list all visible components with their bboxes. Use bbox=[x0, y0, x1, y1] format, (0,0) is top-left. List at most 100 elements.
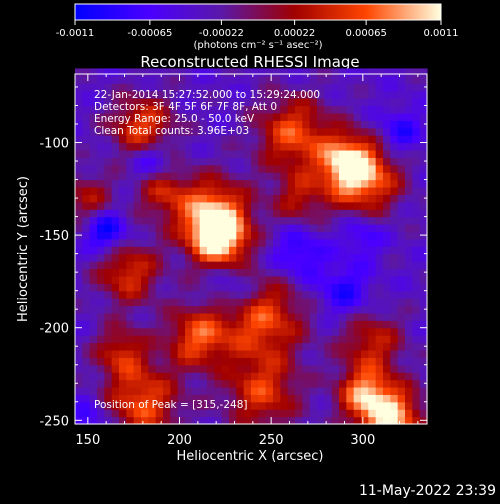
heatmap-cell bbox=[199, 305, 208, 314]
heatmap-cell bbox=[192, 401, 201, 410]
heatmap-cell bbox=[155, 216, 164, 225]
heatmap-cell bbox=[170, 409, 179, 418]
heatmap-cell bbox=[75, 253, 83, 262]
heatmap-cell bbox=[258, 327, 267, 336]
heatmap-cell bbox=[331, 120, 340, 129]
heatmap-cell bbox=[317, 120, 325, 129]
heatmap-cell bbox=[317, 379, 325, 388]
heatmap-cell bbox=[412, 253, 421, 262]
heatmap-cell bbox=[265, 209, 274, 218]
heatmap-cell bbox=[287, 268, 296, 277]
heatmap-cell bbox=[236, 231, 245, 240]
heatmap-cell bbox=[302, 357, 311, 366]
heatmap-cell bbox=[346, 364, 355, 373]
heatmap-cell bbox=[295, 268, 303, 277]
heatmap-cell bbox=[287, 179, 296, 188]
heatmap-cell bbox=[141, 253, 149, 262]
heatmap-cell bbox=[199, 416, 208, 425]
heatmap-cell bbox=[141, 216, 149, 225]
heatmap-cell bbox=[119, 246, 127, 255]
heatmap-cell bbox=[331, 416, 340, 425]
heatmap-cell bbox=[251, 68, 259, 77]
heatmap-cell bbox=[331, 68, 340, 77]
heatmap-cell bbox=[309, 379, 318, 388]
heatmap-cell bbox=[177, 179, 186, 188]
heatmap-cell bbox=[82, 194, 91, 203]
heatmap-cell bbox=[258, 342, 267, 351]
heatmap-cell bbox=[273, 401, 281, 410]
heatmap-cell bbox=[324, 298, 333, 307]
heatmap-cell bbox=[251, 75, 259, 84]
heatmap-cell bbox=[339, 246, 347, 255]
heatmap-cell bbox=[368, 275, 377, 284]
heatmap-cell bbox=[302, 327, 311, 336]
heatmap-cell bbox=[287, 342, 296, 351]
heatmap-cell bbox=[302, 238, 311, 247]
heatmap-cell bbox=[236, 335, 245, 344]
heatmap-cell bbox=[265, 164, 274, 173]
heatmap-cell bbox=[75, 164, 83, 173]
heatmap-cell bbox=[104, 372, 113, 381]
heatmap-cell bbox=[383, 312, 391, 321]
heatmap-cell bbox=[265, 186, 274, 195]
heatmap-cell bbox=[280, 290, 289, 299]
heatmap-cell bbox=[119, 127, 127, 136]
heatmap-cell bbox=[361, 83, 369, 92]
heatmap-cell bbox=[390, 372, 399, 381]
heatmap-cell bbox=[141, 164, 149, 173]
heatmap-cell bbox=[89, 120, 98, 129]
heatmap-cell bbox=[258, 335, 267, 344]
heatmap-cell bbox=[236, 290, 245, 299]
heatmap-cell bbox=[236, 320, 245, 329]
heatmap-cell bbox=[170, 201, 179, 210]
heatmap-cell bbox=[302, 105, 311, 114]
heatmap-cell bbox=[353, 135, 362, 144]
heatmap-cell bbox=[287, 364, 296, 373]
heatmap-cell bbox=[375, 327, 384, 336]
heatmap-cell bbox=[163, 246, 171, 255]
heatmap-cell bbox=[155, 401, 164, 410]
heatmap-cell bbox=[111, 186, 120, 195]
heatmap-cell bbox=[375, 246, 384, 255]
heatmap-cell bbox=[324, 209, 333, 218]
heatmap-cell bbox=[243, 253, 252, 262]
heatmap-cell bbox=[199, 268, 208, 277]
heatmap-cell bbox=[163, 416, 171, 425]
heatmap-cell bbox=[265, 127, 274, 136]
heatmap-cell bbox=[361, 416, 369, 425]
heatmap-cell bbox=[243, 135, 252, 144]
heatmap-cell bbox=[295, 416, 303, 425]
heatmap-cell bbox=[280, 135, 289, 144]
heatmap-cell bbox=[339, 142, 347, 151]
heatmap-cell bbox=[236, 186, 245, 195]
heatmap-cell bbox=[383, 172, 391, 181]
heatmap-cell bbox=[177, 401, 186, 410]
heatmap-cell bbox=[163, 127, 171, 136]
heatmap-cell bbox=[163, 357, 171, 366]
heatmap-cell bbox=[397, 98, 406, 107]
heatmap-cell bbox=[192, 246, 201, 255]
heatmap-cell bbox=[258, 149, 267, 158]
heatmap-cell bbox=[324, 224, 333, 233]
heatmap-cell bbox=[243, 320, 252, 329]
heatmap-cell bbox=[287, 394, 296, 403]
heatmap-cell bbox=[390, 342, 399, 351]
heatmap-cell bbox=[221, 379, 230, 388]
heatmap-cell bbox=[185, 179, 193, 188]
heatmap-cell bbox=[317, 172, 325, 181]
heatmap-cell bbox=[405, 372, 413, 381]
heatmap-cell bbox=[265, 364, 274, 373]
heatmap-cell bbox=[317, 253, 325, 262]
heatmap-cell bbox=[155, 372, 164, 381]
heatmap-cell bbox=[126, 379, 135, 388]
heatmap-cell bbox=[119, 194, 127, 203]
heatmap-cell bbox=[302, 386, 311, 395]
heatmap-cell bbox=[412, 149, 421, 158]
heatmap-cell bbox=[155, 416, 164, 425]
heatmap-cell bbox=[397, 157, 406, 166]
heatmap-cell bbox=[324, 238, 333, 247]
heatmap-cell bbox=[214, 312, 223, 321]
heatmap-cell bbox=[390, 157, 399, 166]
heatmap-cell bbox=[368, 194, 377, 203]
heatmap-cell bbox=[75, 224, 83, 233]
